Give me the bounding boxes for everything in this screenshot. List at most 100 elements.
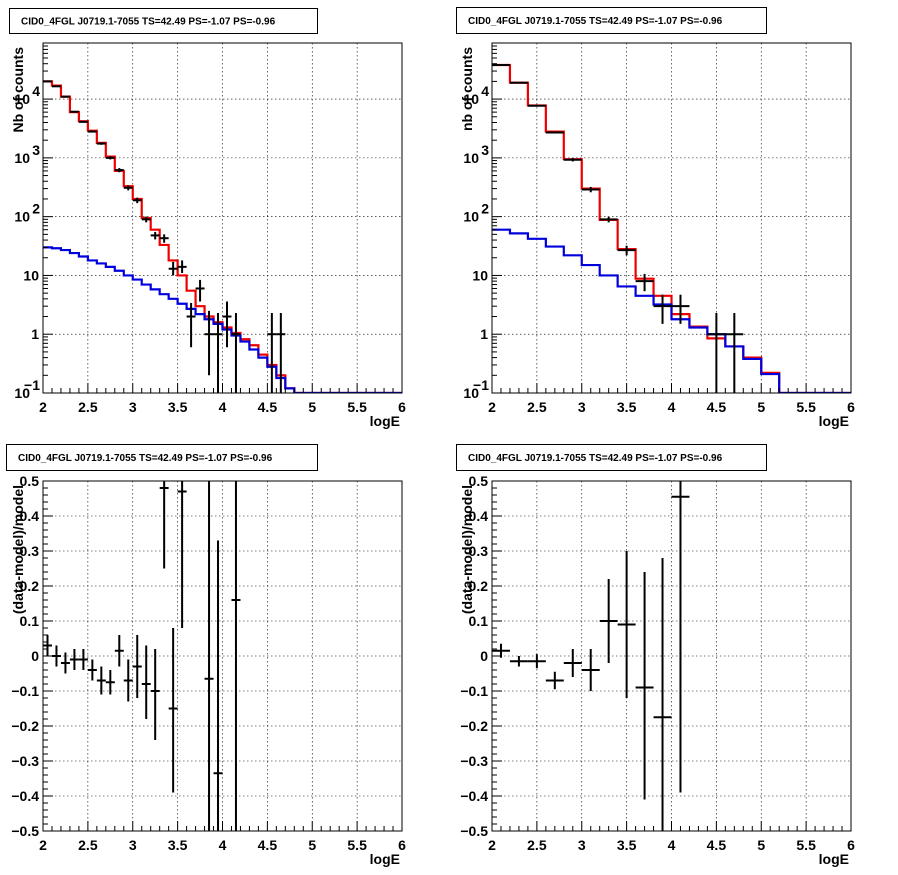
title-text: CID0_4FGL J0719.1-7055 TS=42.49 PS=-1.07… <box>468 453 723 464</box>
x-tick-label: 5 <box>757 399 765 415</box>
y-tick-label: 10 <box>14 385 30 401</box>
x-tick-label: 5.5 <box>347 399 367 415</box>
y-tick-label: −0.5 <box>460 823 488 839</box>
data-point <box>204 481 214 831</box>
x-tick-label: 5.5 <box>347 837 367 853</box>
data-point <box>78 120 88 123</box>
data-point <box>599 579 618 663</box>
data-point <box>492 643 510 658</box>
data-point <box>222 301 232 348</box>
data-point <box>231 312 241 393</box>
x-tick-label: 3 <box>578 399 586 415</box>
y-tick-label: 10 <box>463 385 479 401</box>
plot-area <box>43 80 402 393</box>
data-point <box>132 197 142 204</box>
x-tick-label: 2 <box>39 837 47 853</box>
x-axis-title: logE <box>819 851 849 867</box>
data-point <box>545 671 564 690</box>
y-tick-label: 0.4 <box>469 508 489 524</box>
series-total-model <box>43 80 402 393</box>
y-tick-label: 0.3 <box>20 543 40 559</box>
data-point <box>96 666 106 695</box>
data-point <box>195 279 205 302</box>
data-point <box>177 481 187 628</box>
data-point <box>725 312 744 393</box>
y-tick-exponent: 2 <box>481 201 489 217</box>
x-tick-label: 5 <box>757 837 765 853</box>
y-tick-label: 0.3 <box>469 543 489 559</box>
y-tick-label: 0.1 <box>469 613 489 629</box>
y-tick-label: −0.4 <box>11 788 39 804</box>
data-point <box>105 156 115 160</box>
data-point <box>141 645 151 719</box>
x-tick-label: 4 <box>668 837 676 853</box>
title-box <box>456 444 767 471</box>
data-point <box>141 216 151 223</box>
data-point <box>150 231 160 240</box>
data-point <box>213 540 223 831</box>
y-tick-label: 1 <box>31 326 39 342</box>
data-point <box>123 185 133 191</box>
data-point <box>545 131 564 134</box>
x-tick-label: 6 <box>398 399 406 415</box>
y-tick-label: −0.4 <box>460 788 488 804</box>
data-point <box>177 260 187 274</box>
y-tick-label: 0.1 <box>20 613 40 629</box>
series-background-model <box>43 246 402 393</box>
x-tick-label: 2.5 <box>527 837 547 853</box>
chart-title: CID0_4FGL J0719.1-7055 TS=42.49 PS=-1.07… <box>456 444 767 471</box>
x-axis-title: logE <box>819 413 849 429</box>
x-tick-label: 4.5 <box>707 399 727 415</box>
y-tick-label: −0.3 <box>460 753 488 769</box>
data-point <box>105 670 115 695</box>
x-tick-label: 3 <box>578 837 586 853</box>
y-tick-label: −0.2 <box>460 718 488 734</box>
panel-bottom-left: CID0_4FGL J0719.1-7055 TS=42.49 PS=-1.07… <box>6 444 406 867</box>
title-text: CID0_4FGL J0719.1-7055 TS=42.49 PS=-1.07… <box>21 17 276 28</box>
panel-bottom-right: CID0_4FGL J0719.1-7055 TS=42.49 PS=-1.07… <box>456 444 855 867</box>
x-tick-label: 3.5 <box>617 399 637 415</box>
data-point <box>96 142 106 145</box>
data-point <box>653 294 672 324</box>
x-tick-label: 5.5 <box>796 837 816 853</box>
y-axis-title: (data-model)/model <box>10 485 26 614</box>
data-point <box>671 294 690 324</box>
data-point <box>527 104 546 107</box>
x-tick-label: 4.5 <box>707 837 727 853</box>
data-point <box>159 481 169 569</box>
y-tick-exponent: 3 <box>481 142 489 158</box>
y-tick-label: 0.5 <box>20 473 40 489</box>
plot-area <box>492 63 851 393</box>
y-tick-label: −0.3 <box>11 753 39 769</box>
x-tick-label: 3 <box>129 837 137 853</box>
data-point <box>186 302 196 348</box>
x-tick-label: 3 <box>129 399 137 415</box>
data-point <box>267 312 277 393</box>
y-tick-label: 0.2 <box>469 578 489 594</box>
data-point <box>509 656 528 667</box>
title-text: CID0_4FGL J0719.1-7055 TS=42.49 PS=-1.07… <box>18 453 273 464</box>
data-point <box>60 95 70 98</box>
panel-top-left: CID0_4FGL J0719.1-7055 TS=42.49 PS=-1.07… <box>9 8 406 429</box>
data-point <box>599 216 618 223</box>
data-point <box>51 645 61 667</box>
y-tick-label: 1 <box>480 326 488 342</box>
x-tick-label: 5 <box>308 837 316 853</box>
x-tick-label: 5.5 <box>796 399 816 415</box>
y-tick-label: 0.2 <box>20 578 40 594</box>
data-point <box>509 81 528 84</box>
title-text: CID0_4FGL J0719.1-7055 TS=42.49 PS=-1.07… <box>468 16 723 27</box>
x-tick-label: 2.5 <box>527 399 547 415</box>
x-tick-label: 3.5 <box>168 399 188 415</box>
y-axis-title: Nb of counts <box>10 47 26 133</box>
y-axis-title: (data-model)/model <box>459 485 475 614</box>
data-point <box>78 649 88 670</box>
x-tick-label: 6 <box>847 399 855 415</box>
x-tick-label: 4 <box>219 837 227 853</box>
data-point <box>69 110 79 113</box>
